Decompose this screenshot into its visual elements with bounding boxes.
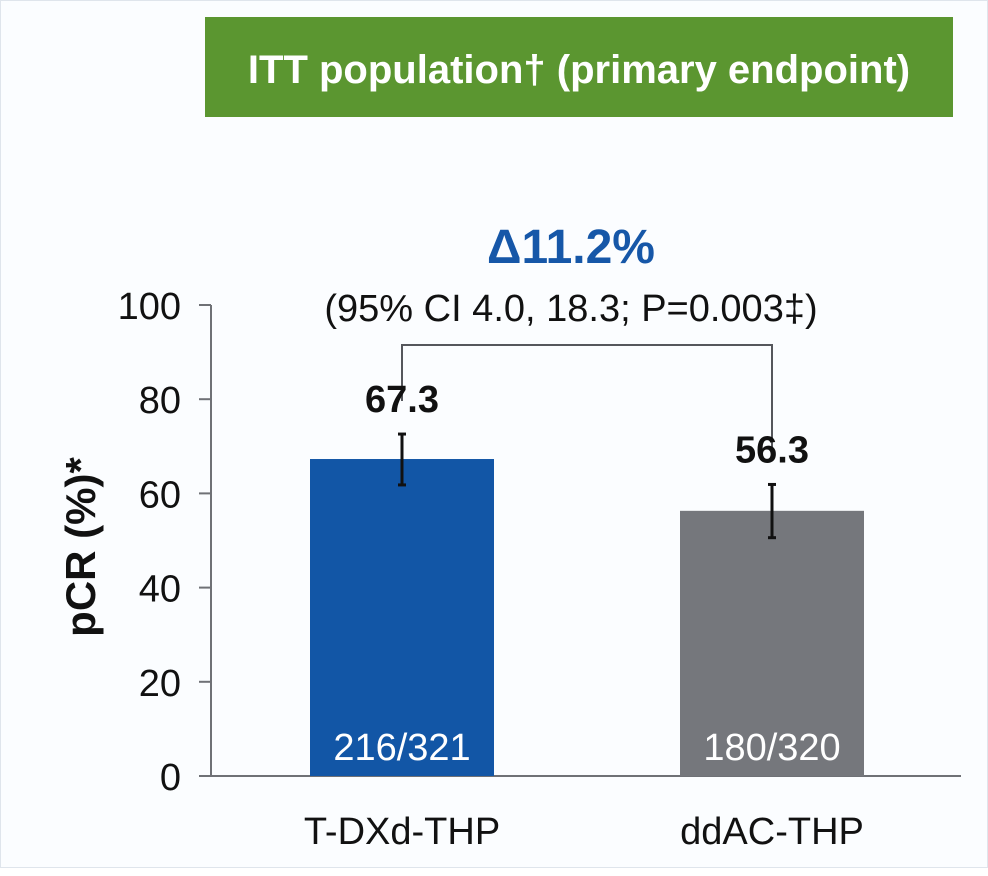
comparison-bracket (401, 344, 773, 454)
comparison-bracket-line (401, 344, 773, 454)
category-label-ddac-thp: ddAC-THP (680, 811, 864, 853)
bar-ddac-thp (680, 510, 864, 776)
count-label-t-dxd-thp: 216/321 (333, 727, 470, 769)
value-label-t-dxd-thp: 67.3 (365, 379, 439, 421)
bar-labels: 67.3 216/321 T-DXd-THP 56.3 180/320 ddAC-THP (304, 379, 864, 853)
y-tick-label-60: 60 (139, 474, 181, 516)
bar-t-dxd-thp (310, 459, 494, 776)
y-tick-label-40: 40 (139, 569, 181, 611)
y-ticks: 0 20 40 60 80 100 (118, 286, 211, 799)
delta-annotation: Δ11.2% (487, 221, 655, 274)
error-bar-ddac-thp (768, 482, 776, 540)
y-tick-label-20: 20 (139, 663, 181, 705)
ci-annotation: (95% CI 4.0, 18.3; P=0.003‡) (324, 288, 817, 330)
y-tick-label-0: 0 (160, 757, 181, 799)
chart-title: ITT population† (primary endpoint) (248, 48, 910, 92)
y-tick-label-100: 100 (118, 286, 181, 328)
category-label-t-dxd-thp: T-DXd-THP (304, 811, 500, 853)
y-axis-label: pCR (%)* (57, 457, 104, 637)
count-label-ddac-thp: 180/320 (703, 727, 840, 769)
error-bar-t-dxd-thp (398, 432, 406, 487)
value-label-ddac-thp: 56.3 (735, 429, 809, 471)
title-banner (205, 17, 953, 117)
y-tick-label-80: 80 (139, 380, 181, 422)
bars (310, 432, 864, 776)
